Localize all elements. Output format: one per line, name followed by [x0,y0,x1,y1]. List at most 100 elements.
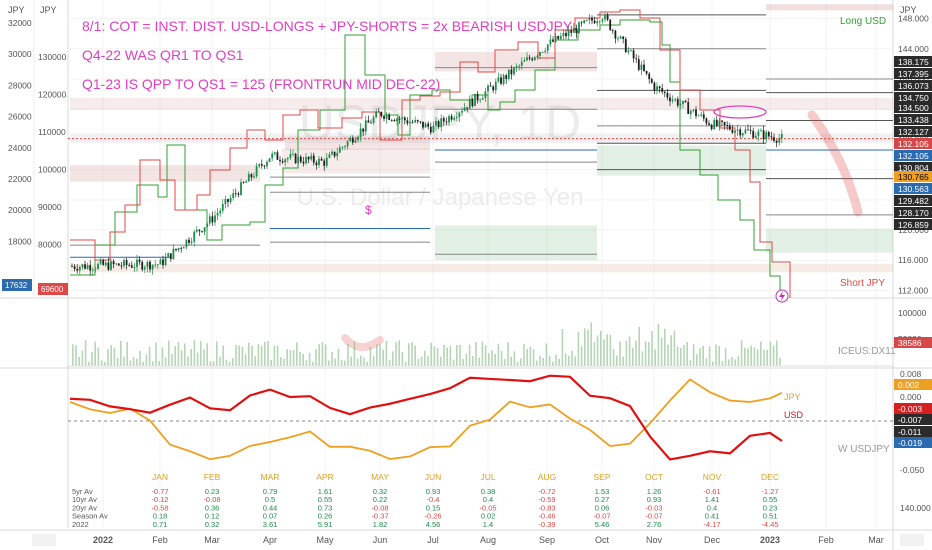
volume-badge [894,337,932,348]
candle-body [505,75,508,80]
candle-body [385,114,388,119]
right-axis-title: JPY [900,5,917,15]
candle-body [552,39,554,42]
volume-bar [414,345,416,366]
volume-bar [753,347,756,366]
candle-body [585,19,588,21]
candle-body [359,128,362,137]
x-tick: Jul [427,535,439,545]
candle-body [133,267,136,268]
volume-bar [680,347,682,366]
candle-body [403,117,406,121]
table-cell: 0.79 [263,487,278,496]
candle-body [692,109,695,111]
volume-bar [382,349,384,366]
osc-badge-text: 0.002 [898,380,920,390]
candle-body [754,135,757,138]
volume-bar [628,336,631,366]
annotation-line-2: Q4-22 WAS QR1 TO QS1 [82,47,244,63]
volume-bar [536,360,538,366]
volume-bar [107,349,109,366]
x-tick: Feb [152,535,168,545]
candle-body [333,151,336,157]
volume-bar [225,359,228,366]
volume-bar [88,361,90,366]
table-cell: 0.4 [483,495,493,504]
candle-body [195,229,198,232]
table-cell: 0.93 [647,495,662,504]
volume-bar [363,357,365,366]
volume-bar [328,360,330,366]
candle-body [76,268,79,271]
osc-line-jpy [69,378,783,461]
candle-body [411,121,414,123]
candle-body [318,158,320,166]
candle-body [263,165,266,167]
right-badge-text: 130.765 [898,172,929,182]
candle-body [726,125,729,126]
right-badge-text: 129.482 [898,196,929,206]
right-badge [894,80,932,91]
candle-body [749,130,752,131]
volume-bar [440,356,442,366]
candle-body [635,58,638,60]
table-cell: 2.76 [647,520,662,529]
volume-bar [331,351,333,366]
volume-bar [507,342,509,366]
right-badge [894,195,932,206]
table-cell: 0.07 [263,512,278,521]
candle-body [229,198,232,203]
table-cell: -0.39 [538,520,555,529]
candle-body [141,261,144,270]
zone [435,51,597,72]
volume-bar [385,340,388,366]
candle-body [731,129,734,133]
candle-body [242,182,245,183]
volume-bar [404,361,407,366]
candle-body [146,261,149,268]
candle-body [284,159,287,163]
volume-bar [145,354,148,366]
candle-body [710,124,713,130]
candle-body [502,75,505,84]
right-tick: 120.000 [898,225,929,235]
table-cell: 0.32 [373,487,388,496]
candle-body [323,160,326,166]
table-cell: 0.02 [481,512,496,521]
volume-bar [308,352,311,366]
volume-bar [459,344,461,366]
volume-bar [139,350,141,366]
table-cell: 5.46 [595,520,610,529]
candle-body [630,50,632,52]
volume-bar [366,361,368,366]
volume-bar [548,355,551,366]
table-month: AUG [538,472,556,482]
volume-bar [347,343,349,366]
candle-body [687,102,690,114]
lower-tick: 0.000 [900,392,922,402]
volume-bar [91,351,93,366]
candle-body [453,117,456,120]
left-tick: 30000 [8,49,32,59]
volume-bar [622,356,624,366]
candle-body [598,21,601,23]
table-cell: 1.61 [318,487,333,496]
candle-body [650,79,653,83]
candle-body [294,153,297,164]
volume-bar [673,330,676,366]
volume-bar [737,356,740,366]
volume-bar [721,361,724,366]
zone [70,264,893,273]
volume-bar [532,349,535,366]
volume-bar [203,349,205,366]
table-cell: -4.17 [703,520,720,529]
candle-body [778,138,781,143]
volume-bar [152,361,154,366]
candle-body [182,247,185,249]
right-tick: 140.000 [898,74,929,84]
table-cell: 0.27 [595,495,610,504]
right-tick: 112.000 [898,285,928,295]
volume-bar [763,350,765,366]
volume-bar [449,345,452,366]
